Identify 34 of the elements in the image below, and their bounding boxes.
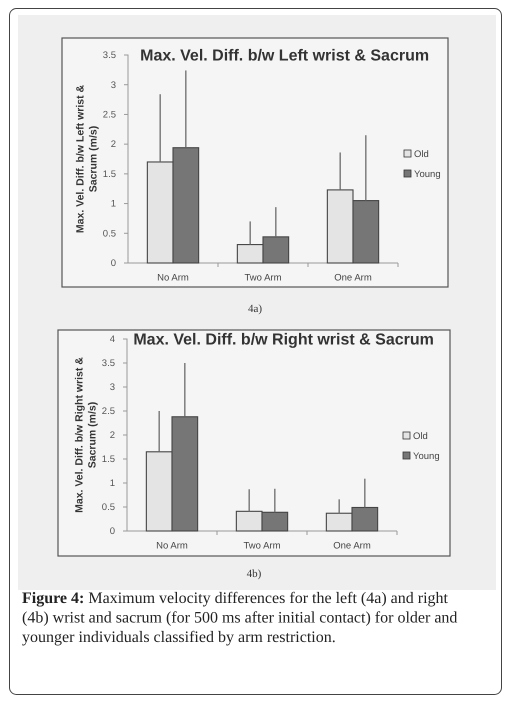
y-tick-label: 0.5: [102, 228, 116, 240]
legend-label: Old: [414, 149, 429, 160]
text: Figure 4: Maximum velocity differences for the left (4a) and right (4b) wrist and sacrum (for 500 ms after initial contact) for older and younger individuals classified by arm restriction.: [22, 590, 458, 646]
y-axis-title: Max. Vel. Diff. b/w Left wrist & Sacrum (m/s): [74, 84, 100, 234]
y-tick-label: 0: [110, 526, 115, 538]
legend-label: Young: [413, 451, 440, 462]
x-tick-label: Two Arm: [244, 540, 281, 552]
y-tick-label: 0: [110, 258, 116, 270]
y-tick-label: 1.5: [102, 168, 116, 180]
x-tick-label: No Arm: [156, 540, 188, 552]
y-tick-label: 3.5: [102, 358, 115, 370]
y-tick-label: 1: [110, 198, 116, 210]
text: 4a): [248, 303, 262, 315]
legend-label: Old: [413, 431, 428, 442]
y-tick-label: 2: [110, 430, 115, 442]
chart-title: Max. Vel. Diff. b/w Right wrist & Sacrum: [133, 332, 434, 348]
x-tick-label: No Arm: [157, 272, 189, 284]
y-tick-label: 4: [110, 334, 115, 346]
y-tick-label: 1.5: [102, 454, 115, 466]
y-tick-label: 2.5: [102, 109, 116, 120]
y-tick-label: 3: [110, 382, 115, 394]
y-tick-label: 2: [110, 139, 116, 150]
y-tick-label: 1: [110, 478, 115, 490]
text: 4b): [246, 568, 262, 580]
y-tick-label: 3: [110, 80, 116, 91]
x-tick-label: One Arm: [333, 540, 371, 552]
y-tick-label: 3.5: [102, 50, 116, 62]
y-tick-label: 0.5: [102, 502, 115, 514]
x-tick-label: One Arm: [334, 272, 372, 284]
x-tick-label: Two Arm: [244, 272, 282, 284]
chart-title: Max. Vel. Diff. b/w Left wrist & Sacrum: [140, 48, 430, 64]
y-tick-label: 2.5: [102, 406, 115, 418]
legend-label: Young: [414, 169, 441, 180]
y-axis-title: Max. Vel. Diff. b/w Right wrist & Sacrum (m/s): [74, 356, 98, 513]
